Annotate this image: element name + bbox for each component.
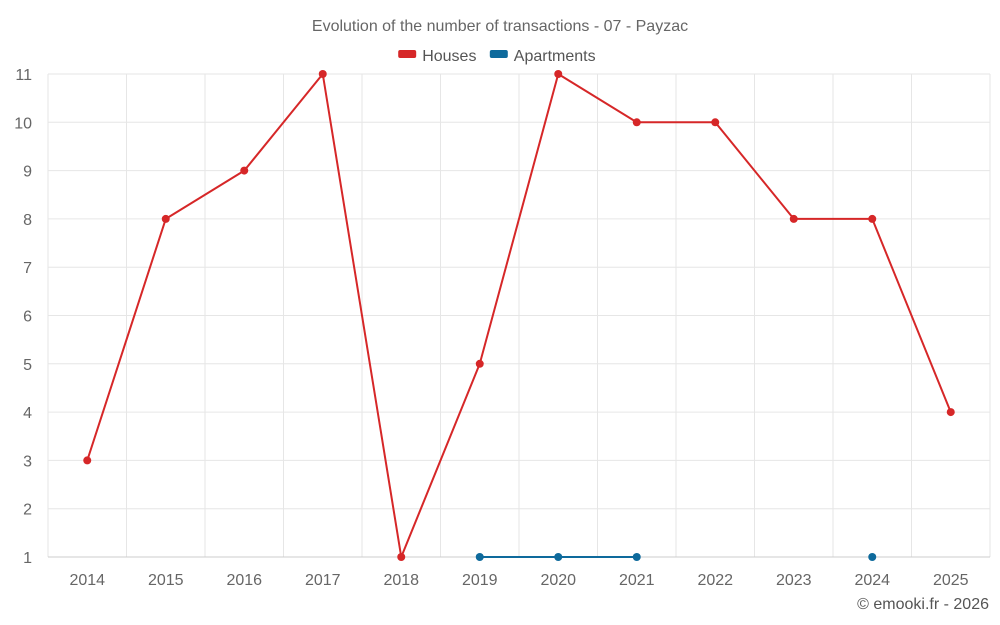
series-apartments — [475, 553, 877, 561]
y-tick-label: 6 — [23, 309, 32, 326]
data-point-houses-2025[interactable] — [946, 408, 955, 417]
data-point-houses-2020[interactable] — [554, 70, 563, 78]
data-point-apartments-2024[interactable] — [868, 553, 877, 561]
x-tick-label: 2022 — [697, 572, 733, 589]
data-point-houses-2019[interactable] — [475, 359, 484, 368]
data-point-houses-2021[interactable] — [632, 118, 641, 127]
x-tick-label: 2014 — [69, 572, 105, 589]
y-tick-label: 7 — [23, 260, 32, 277]
data-point-houses-2022[interactable] — [711, 118, 720, 127]
y-tick-label: 2 — [23, 502, 32, 519]
data-point-houses-2024[interactable] — [868, 214, 877, 223]
y-tick-label: 3 — [23, 453, 32, 470]
x-tick-label: 2020 — [540, 572, 576, 589]
x-tick-label: 2018 — [383, 572, 419, 589]
y-tick-label: 9 — [23, 164, 32, 181]
legend-label: Houses — [422, 48, 476, 65]
series-houses — [83, 70, 955, 561]
x-tick-label: 2019 — [462, 572, 498, 589]
x-tick-label: 2023 — [776, 572, 812, 589]
x-tick-label: 2015 — [148, 572, 184, 589]
legend: Houses Apartments — [398, 48, 596, 65]
series-group — [83, 70, 955, 561]
data-point-houses-2016[interactable] — [240, 166, 249, 175]
legend-item-apartments[interactable]: Apartments — [489, 48, 596, 65]
data-point-houses-2015[interactable] — [161, 214, 170, 223]
credit-text: © emooki.fr - 2026 — [857, 596, 989, 613]
x-tick-label: 2024 — [854, 572, 890, 589]
y-tick-label: 11 — [15, 67, 32, 84]
x-axis-ticks: 2014 2015 2016 2017 2018 2019 2020 2021 2022 2023… — [69, 572, 968, 589]
legend-label: Apartments — [514, 48, 596, 65]
y-tick-label: 8 — [23, 212, 32, 229]
x-tick-label: 2016 — [226, 572, 262, 589]
data-point-houses-2014[interactable] — [83, 456, 92, 465]
data-point-apartments-2020[interactable] — [554, 553, 563, 561]
y-tick-label: 1 — [23, 550, 32, 567]
legend-item-houses[interactable]: Houses — [398, 48, 476, 65]
data-point-houses-2018[interactable] — [397, 553, 406, 561]
y-axis-ticks: 1 2 3 4 5 6 7 8 9 10 11 — [14, 67, 32, 567]
legend-swatch — [489, 50, 508, 58]
x-tick-label: 2017 — [305, 572, 341, 589]
y-tick-label: 5 — [23, 357, 32, 374]
x-gridlines — [47, 74, 991, 557]
series-line-houses — [86, 73, 952, 558]
data-point-apartments-2021[interactable] — [632, 553, 641, 561]
x-tick-label: 2025 — [933, 572, 969, 589]
chart-title: Evolution of the number of transactions … — [312, 18, 688, 35]
x-tick-label: 2021 — [619, 572, 655, 589]
data-point-houses-2017[interactable] — [318, 70, 327, 78]
y-tick-label: 4 — [23, 405, 32, 422]
data-point-houses-2023[interactable] — [789, 214, 798, 223]
data-point-apartments-2019[interactable] — [475, 553, 484, 561]
y-tick-label: 10 — [14, 115, 32, 132]
legend-swatch — [398, 50, 417, 58]
